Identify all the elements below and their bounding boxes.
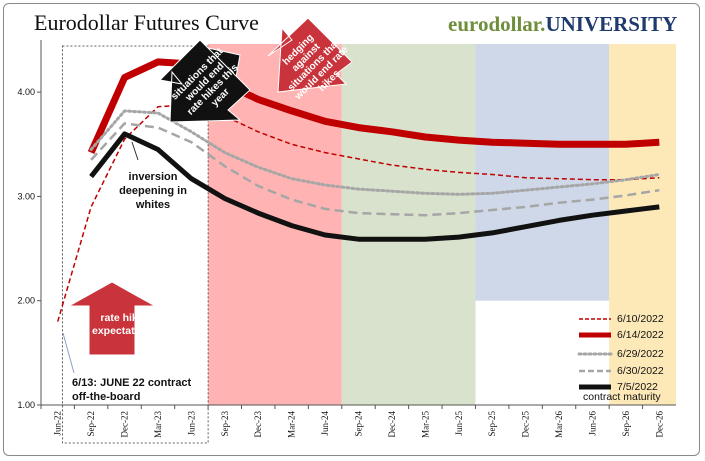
brand-part1: eurodollar. [448,12,546,36]
brand-logo: eurodollar.UNIVERSITY [448,12,677,37]
x-tick-label-3: Mar-23 [153,411,163,438]
rate-hike-arrow [67,281,157,356]
legend-swatch [579,318,611,320]
x-tick-label-2: Dec-22 [120,411,130,438]
brand-part2: UNIVERSITY [545,12,678,36]
legend-label: 6/14/2022 [617,329,664,341]
june-pointer [62,332,75,374]
legend-swatch [579,384,611,390]
x-tick-label-8: Jun-24 [320,411,330,436]
legend-label: 7/5/2022 [617,381,658,393]
legend-item: 6/30/2022 [577,364,664,378]
x-tick-label-4: Jun-23 [186,411,196,436]
chart-frame [3,3,700,456]
legend-item: 6/29/2022 [577,347,664,361]
legend-swatch [577,352,613,356]
first-year-box [62,45,209,444]
series-line-5 [89,131,660,242]
legend-item: 6/14/2022 [577,328,664,342]
x-tick-label-7: Mar-24 [287,411,297,438]
series-line-1 [56,103,660,322]
x-tick-label-5: Sep-23 [220,411,230,437]
situations-arrow [158,39,251,123]
x-tick-label-15: Mar-26 [554,411,564,438]
x-tick-label-12: Jun-25 [454,411,464,436]
shaded-band-3 [475,44,610,301]
chart-title: Eurodollar Futures Curve [34,10,259,35]
y-tick-label-0: 1.00 [17,400,35,410]
x-tick-label-9: Sep-24 [354,411,364,437]
x-tick-label-0: Jun-22 [53,411,63,436]
x-tick-label-18: Dec-26 [654,411,664,438]
x-tick-label-1: Sep-22 [86,411,96,437]
series-line-4 [90,122,660,217]
shaded-band-2 [341,44,476,405]
legend-item: 6/10/2022 [577,312,664,326]
shaded-band-4 [609,44,676,405]
y-tick-label-3: 4.00 [17,87,35,97]
x-tick-label-6: Dec-23 [253,411,263,438]
rate-hike-arrow-label: rate hike expectations [92,312,157,337]
inversion-pointer [131,141,139,161]
y-tick-label-2: 3.00 [17,191,35,201]
legend-label: 6/29/2022 [617,348,664,360]
y-tick-label-1: 2.00 [17,296,35,306]
legend-swatch [579,369,611,373]
x-tick-label-13: Sep-25 [487,411,497,437]
june-contract-note: 6/13: JUNE 22 contract off-the-board [72,377,192,403]
legend-item: 7/5/2022 [577,380,658,394]
x-tick-label-10: Dec-24 [387,411,397,438]
x-tick-label-16: Jun-26 [587,411,597,436]
x-tick-label-17: Sep-26 [621,411,631,437]
x-axis-label: contract maturity [583,391,661,403]
legend-label: 6/30/2022 [617,365,664,377]
inversion-note: inversion deepening in whites [119,171,187,211]
series-line-3 [89,109,661,196]
legend-label: 6/10/2022 [617,313,664,325]
x-tick-label-11: Mar-25 [420,411,430,438]
x-tick-label-14: Dec-25 [521,411,531,438]
legend-swatch [579,332,611,338]
hedging-arrow [267,17,353,93]
